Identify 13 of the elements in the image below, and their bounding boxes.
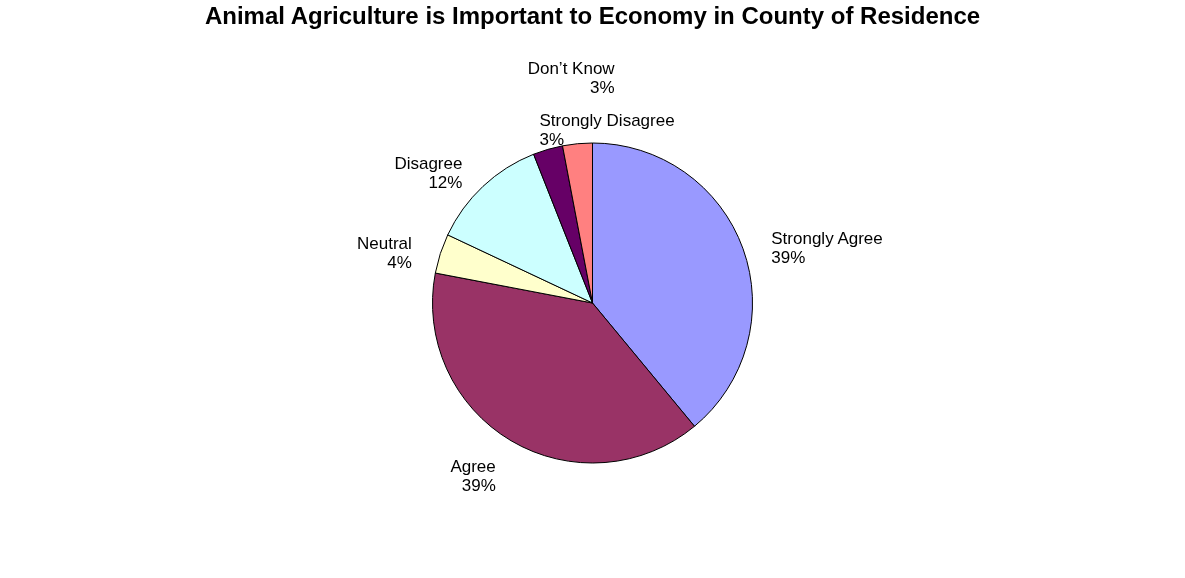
slice-label: Strongly Disagree: [539, 110, 675, 130]
slice-label: Neutral: [356, 234, 412, 254]
data-label: 4%: [387, 253, 412, 273]
slice-label: Agree: [450, 456, 496, 476]
data-label: 12%: [428, 173, 463, 193]
data-label: 3%: [539, 129, 565, 149]
data-label: 39%: [771, 247, 806, 267]
slice-label: Disagree: [394, 154, 463, 174]
data-label: 3%: [590, 78, 615, 98]
data-label: 39%: [461, 475, 496, 495]
chart-title: Animal Agriculture is Important to Economy in County of Residence: [204, 2, 981, 29]
slice-label: Don’t Know: [527, 59, 616, 79]
slice-label: Strongly Agree: [771, 228, 883, 248]
